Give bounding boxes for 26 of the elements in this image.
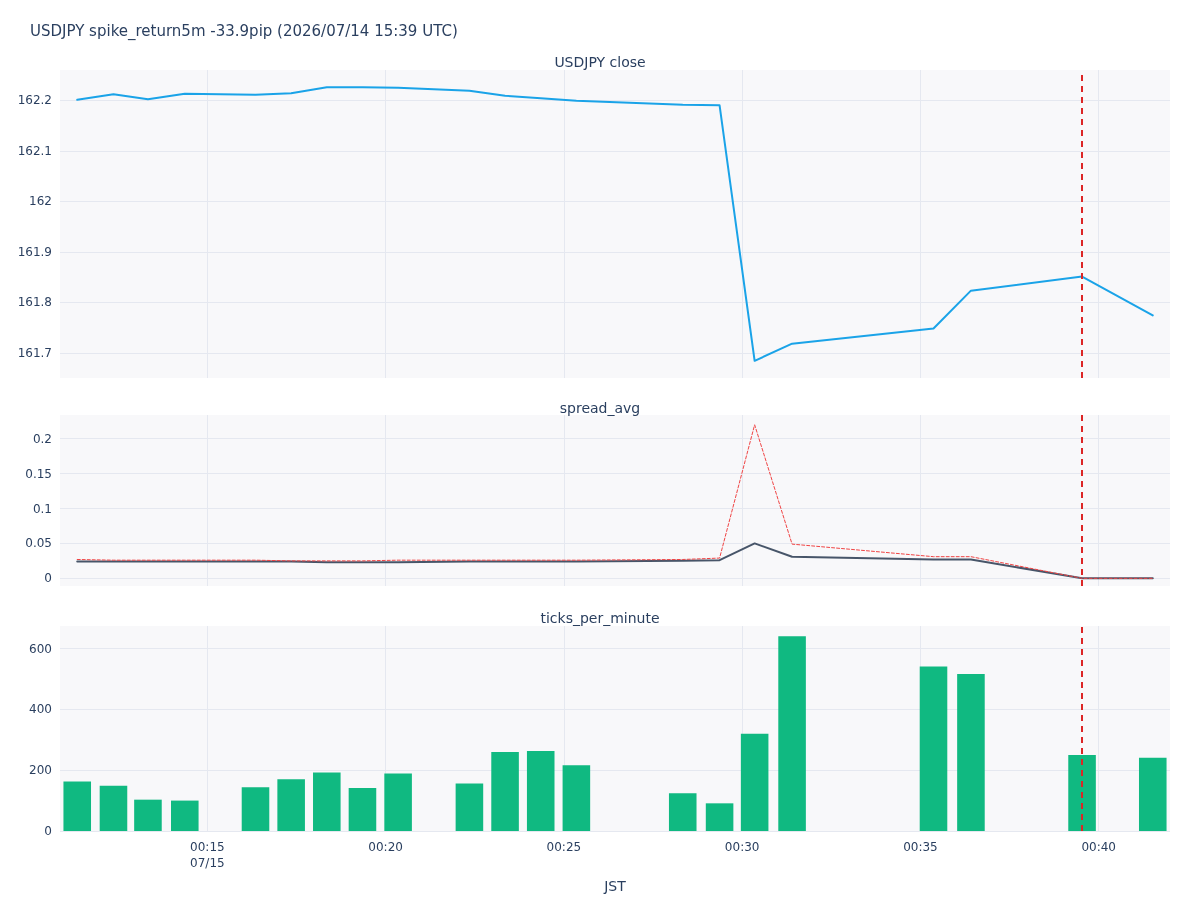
x-tick-label: 00:30 [724, 840, 760, 854]
y-tick-label: 200 [29, 763, 52, 778]
x-axis-title: JST [603, 878, 627, 894]
y-tick-label: 162 [29, 194, 52, 209]
y-tick-label: 161.7 [17, 345, 52, 360]
x-tick-label: 00:40 [1081, 840, 1116, 854]
y-tick-label: 0.2 [32, 431, 52, 446]
chart-title: spread_avg [559, 400, 641, 416]
y-tick-label: 400 [29, 702, 52, 717]
x-tick-label: 00:35 [903, 840, 938, 854]
y-tick-label: 162.2 [17, 93, 52, 108]
y-tick-label: 0.15 [25, 466, 52, 481]
y-tick-label: 161.8 [17, 295, 52, 310]
y-tick-label: 162.1 [17, 143, 52, 158]
chart-subtitle: USDJPY close [554, 54, 646, 70]
y-tick-label: 0.1 [32, 501, 52, 516]
y-tick-label: 0 [44, 571, 52, 586]
y-tick-label: 0.05 [25, 536, 52, 551]
x-tick-label: 00:25 [546, 840, 582, 854]
y-tick-label: 161.9 [17, 244, 52, 259]
x-tick-label: 00:15 07/15 [190, 840, 225, 870]
chart-title: USDJPY spike_return5m -33.9pip (2026/07/14 15:39 UTC) [30, 21, 458, 41]
y-tick-label: 0 [44, 824, 52, 838]
chart-title: ticks_per_minute [540, 610, 660, 626]
y-tick-label: 600 [29, 641, 52, 656]
x-tick-label: 00:20 [368, 840, 403, 854]
